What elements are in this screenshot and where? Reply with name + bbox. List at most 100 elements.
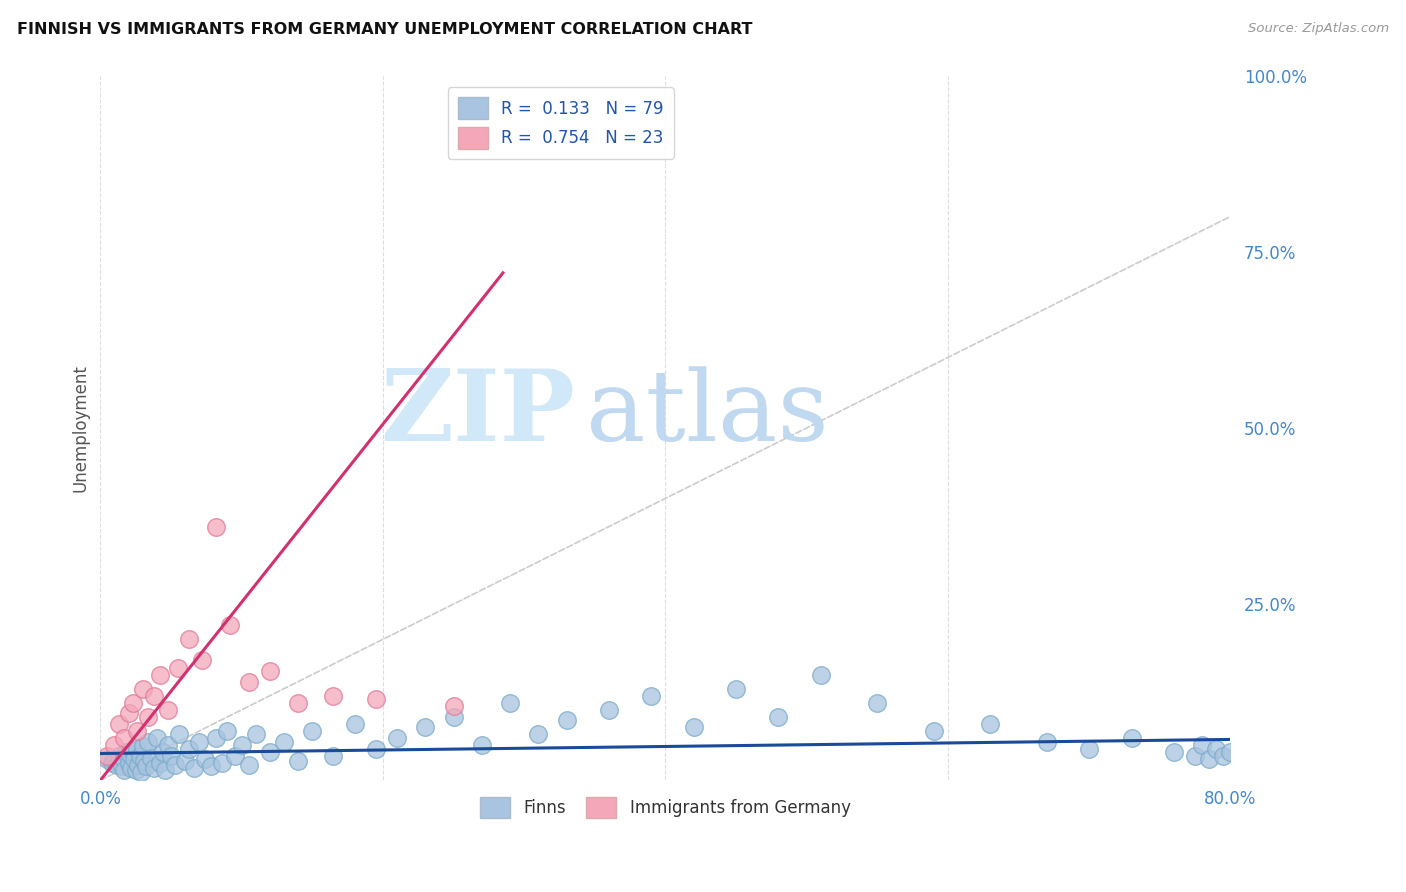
Point [146, 731, 169, 745]
Point [135, 759, 157, 773]
Point [238, 674, 260, 689]
Point [112, 763, 135, 777]
Point [194, 752, 217, 766]
Point [121, 696, 143, 710]
Text: Source: ZipAtlas.com: Source: ZipAtlas.com [1249, 22, 1389, 36]
Point [259, 745, 281, 759]
Point [810, 667, 832, 681]
Point [129, 748, 152, 763]
Point [866, 696, 889, 710]
Point [322, 689, 344, 703]
Point [287, 754, 309, 768]
Point [165, 757, 187, 772]
Point [1198, 752, 1220, 766]
Point [183, 761, 205, 775]
Point [527, 727, 550, 741]
Text: ZIP: ZIP [380, 366, 575, 462]
Point [287, 696, 309, 710]
Point [211, 756, 233, 770]
Point [1078, 741, 1101, 756]
Point [107, 748, 129, 763]
Point [114, 745, 136, 759]
Point [413, 721, 436, 735]
Point [132, 681, 155, 696]
Point [121, 744, 143, 758]
Point [443, 710, 465, 724]
Point [96, 748, 118, 763]
Point [224, 748, 246, 763]
Point [1121, 731, 1143, 745]
Point [105, 757, 128, 772]
Point [143, 689, 166, 703]
Point [131, 764, 153, 779]
Point [191, 653, 214, 667]
Point [143, 761, 166, 775]
Point [179, 632, 201, 647]
Point [103, 754, 125, 768]
Point [110, 759, 132, 773]
Point [322, 748, 344, 763]
Point [152, 745, 174, 759]
Point [149, 756, 172, 770]
Point [231, 738, 253, 752]
Point [1163, 745, 1185, 759]
Point [598, 703, 620, 717]
Point [364, 741, 387, 756]
Point [160, 748, 183, 763]
Point [245, 727, 267, 741]
Point [499, 696, 522, 710]
Point [132, 739, 155, 754]
Point [141, 750, 163, 764]
Point [200, 759, 222, 773]
Point [138, 710, 160, 724]
Point [157, 703, 180, 717]
Point [188, 734, 211, 748]
Point [217, 723, 239, 738]
Point [149, 667, 172, 681]
Point [107, 717, 129, 731]
Point [443, 699, 465, 714]
Point [169, 727, 191, 741]
Point [979, 717, 1001, 731]
Point [259, 664, 281, 678]
Point [134, 754, 156, 768]
Point [167, 660, 190, 674]
Point [682, 721, 704, 735]
Point [301, 723, 323, 738]
Point [111, 750, 134, 764]
Point [128, 757, 150, 772]
Point [238, 757, 260, 772]
Point [118, 747, 141, 761]
Point [112, 731, 135, 745]
Point [205, 519, 228, 533]
Point [471, 738, 494, 752]
Point [122, 752, 145, 766]
Point [273, 734, 295, 748]
Point [120, 761, 142, 775]
Point [96, 752, 118, 766]
Point [364, 692, 387, 706]
Legend: Finns, Immigrants from Germany: Finns, Immigrants from Germany [474, 790, 858, 825]
Point [385, 731, 408, 745]
Point [179, 741, 201, 756]
Point [125, 723, 148, 738]
Point [157, 738, 180, 752]
Point [1205, 741, 1227, 756]
Point [1212, 748, 1234, 763]
Point [768, 710, 790, 724]
Point [724, 681, 747, 696]
Text: FINNISH VS IMMIGRANTS FROM GERMANY UNEMPLOYMENT CORRELATION CHART: FINNISH VS IMMIGRANTS FROM GERMANY UNEMP… [17, 22, 752, 37]
Point [555, 714, 578, 728]
Point [174, 754, 197, 768]
Point [219, 618, 242, 632]
Text: atlas: atlas [586, 366, 830, 462]
Point [922, 723, 945, 738]
Point [100, 756, 122, 770]
Point [117, 706, 139, 721]
Point [1191, 738, 1213, 752]
Point [640, 689, 662, 703]
Point [125, 741, 148, 756]
Point [117, 756, 139, 770]
Point [155, 763, 177, 777]
Point [1184, 748, 1206, 763]
